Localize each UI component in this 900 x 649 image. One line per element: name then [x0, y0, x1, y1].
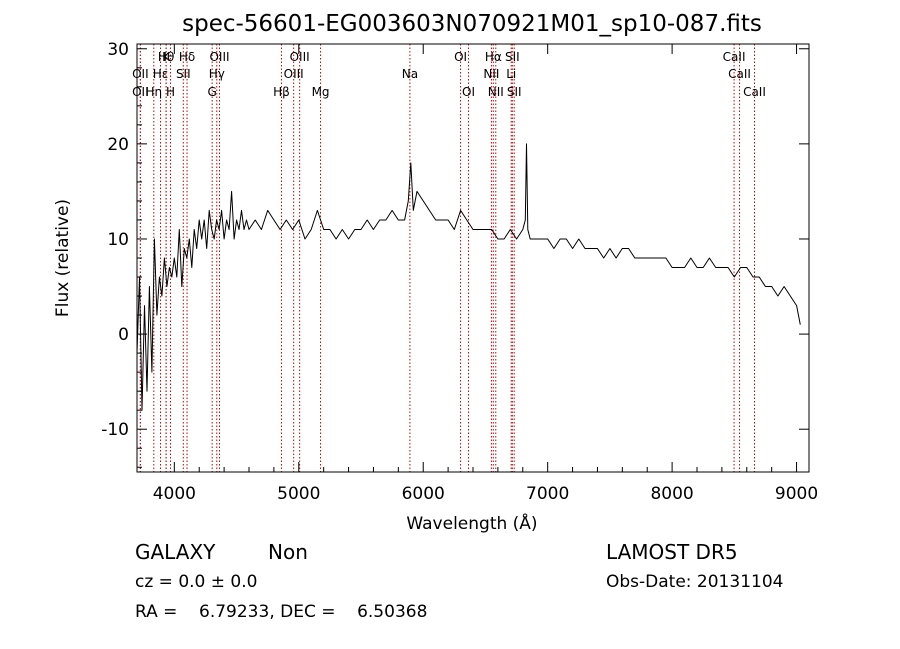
- spectral-line-markers: [139, 44, 755, 472]
- y-tick-label-4: 30: [107, 40, 129, 60]
- line-label-8: SII: [176, 67, 191, 81]
- spectrum-series: [136, 143, 801, 411]
- line-label-3: Hε: [153, 67, 169, 81]
- line-label-1: OII: [132, 67, 149, 81]
- line-label-21: NII: [488, 85, 504, 99]
- x-tick-label-5: 9000: [775, 484, 818, 504]
- y-tick-label-2: 10: [107, 230, 129, 250]
- line-label-26: CaII: [728, 67, 751, 81]
- y-tick-label-3: 20: [107, 135, 129, 155]
- line-label-13: OIII: [284, 67, 304, 81]
- line-label-17: OI: [454, 50, 467, 64]
- redshift-cz: cz = 0.0 ± 0.0: [135, 572, 258, 592]
- line-label-24: SII: [507, 85, 522, 99]
- line-label-6: K: [162, 50, 171, 64]
- spectrum-line-0: [136, 143, 801, 411]
- axis-ticks: 4000 5000 6000 7000 8000 9000 -10 0 10 20 30: [101, 40, 818, 504]
- plot-frame: [136, 43, 810, 473]
- ra-dec: RA = 6.79233, DEC = 6.50368: [135, 602, 428, 622]
- x-tick-label-0: 4000: [153, 484, 196, 504]
- survey-name: LAMOST DR5: [606, 540, 738, 564]
- line-label-23: SII: [505, 50, 520, 64]
- y-axis-label: Flux (relative): [53, 199, 73, 317]
- x-tick-label-3: 7000: [526, 484, 569, 504]
- line-label-27: CaII: [743, 85, 766, 99]
- line-label-11: OIII: [209, 50, 229, 64]
- line-label-25: CaII: [723, 50, 746, 64]
- x-tick-label-1: 5000: [277, 484, 320, 504]
- line-label-2: Hη: [145, 85, 162, 99]
- spectral-class: GALAXY: [135, 540, 216, 564]
- x-axis-label: Wavelength (Å): [406, 512, 537, 534]
- spectral-subclass: Non: [268, 540, 308, 564]
- line-label-7: Hδ: [179, 50, 195, 64]
- line-label-5: H: [166, 85, 175, 99]
- y-tick-label-0: -10: [101, 420, 129, 440]
- line-label-9: G: [208, 85, 217, 99]
- line-label-14: OIII: [290, 50, 310, 64]
- line-label-19: NII: [483, 67, 499, 81]
- line-label-22: Li: [506, 67, 516, 81]
- y-tick-label-1: 0: [118, 325, 129, 345]
- line-label-18: OI: [462, 85, 475, 99]
- obs-date: Obs-Date: 20131104: [606, 572, 784, 592]
- line-label-16: Na: [402, 67, 418, 81]
- x-tick-label-4: 8000: [650, 484, 693, 504]
- line-label-4: Hθ: [158, 50, 174, 64]
- x-tick-label-2: 6000: [402, 484, 445, 504]
- chart-title: spec-56601-EG003603N070921M01_sp10-087.f…: [182, 11, 762, 37]
- line-label-0: OII: [132, 85, 149, 99]
- line-label-15: Mg: [312, 85, 330, 99]
- line-label-12: Hβ: [273, 85, 290, 99]
- line-label-20: Hα: [485, 50, 502, 64]
- line-label-10: Hγ: [209, 67, 225, 81]
